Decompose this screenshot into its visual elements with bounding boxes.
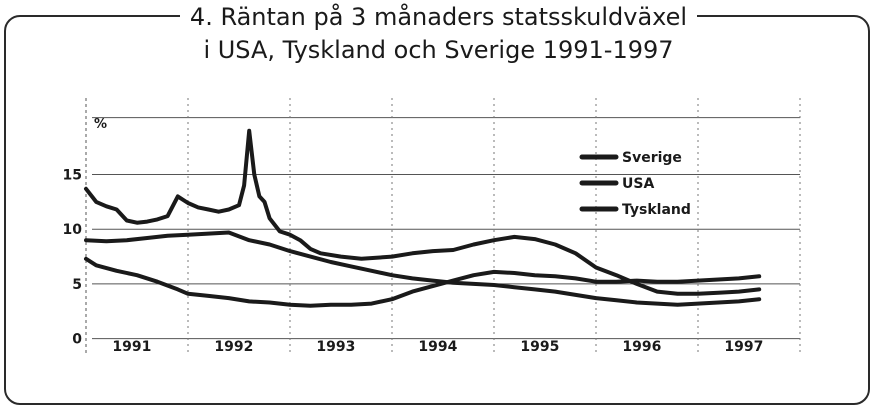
y-tick-label: 10	[63, 222, 83, 238]
series-line-sverige	[84, 128, 762, 296]
chart-title-line2: i USA, Tyskland och Sverige 1991-1997	[203, 36, 674, 64]
grid	[85, 98, 801, 355]
axes: 0 5 10 15 1991 1992 1993 1994 1995 1996 1997	[63, 98, 763, 355]
x-tick-label: 1991	[112, 339, 151, 355]
x-tick-label: 1997	[724, 339, 763, 355]
legend-label: Sverige	[622, 150, 682, 166]
y-unit-label: %	[94, 117, 107, 132]
legend: Sverige USA Tyskland	[579, 150, 691, 218]
chart-title: 4. Räntan på 3 månaders statsskuldväxel …	[0, 0, 877, 66]
legend-label: Tyskland	[622, 202, 691, 218]
chart-title-line1: 4. Räntan på 3 månaders statsskuldväxel	[179, 0, 698, 34]
legend-label: USA	[622, 176, 654, 192]
y-tick-label: 15	[63, 168, 82, 184]
y-tick-label: 0	[72, 332, 82, 348]
x-tick-label: 1994	[418, 339, 457, 355]
series-line-usa	[84, 256, 762, 308]
x-tick-label: 1993	[316, 339, 355, 355]
series-line-tyskland	[84, 230, 762, 307]
x-tick-label: 1996	[622, 339, 661, 355]
x-tick-label: 1995	[520, 339, 559, 355]
series-lines	[84, 128, 762, 308]
x-tick-label: 1992	[214, 339, 253, 355]
y-tick-label: 5	[72, 277, 82, 293]
